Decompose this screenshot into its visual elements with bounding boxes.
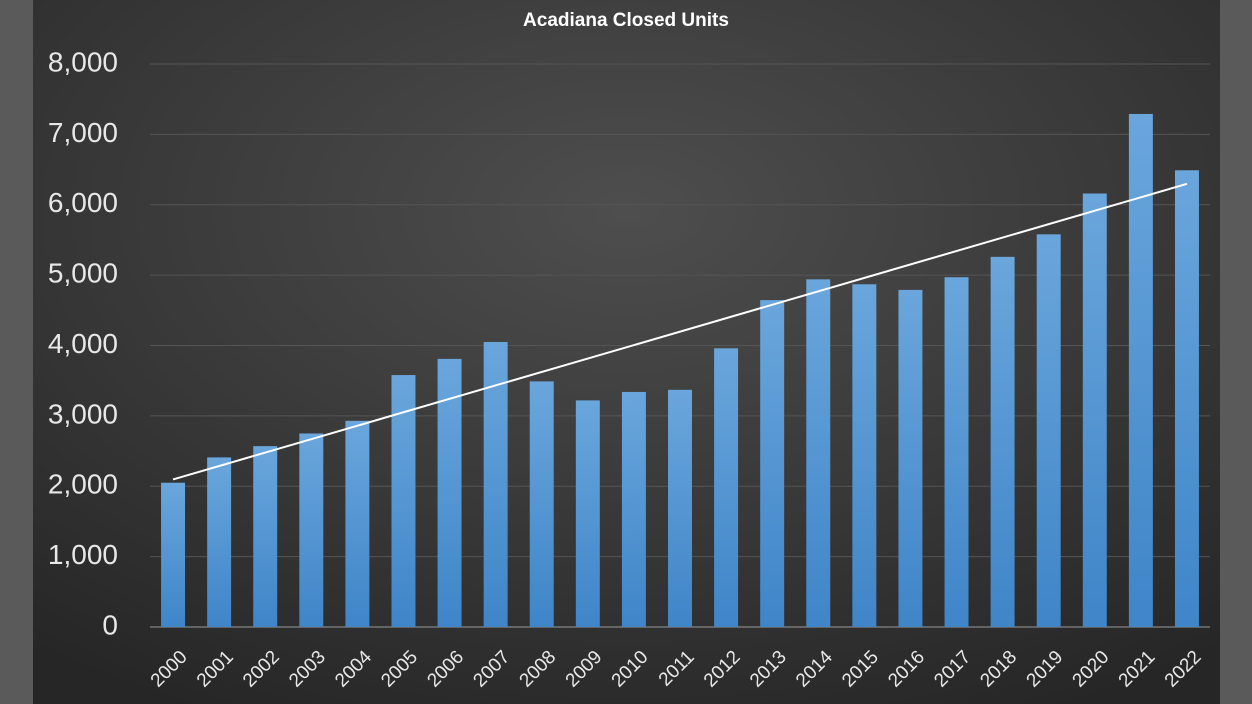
bar [161, 482, 186, 627]
bar [207, 457, 232, 627]
bar [806, 279, 831, 627]
bar [898, 289, 923, 627]
bar [1036, 234, 1061, 627]
bar [1082, 193, 1107, 628]
bar [299, 433, 324, 627]
chart-title: Acadiana Closed Units [523, 10, 729, 31]
trendline [172, 182, 1188, 481]
y-tick-label: 0 [102, 609, 118, 640]
bar [668, 389, 692, 627]
bar [483, 341, 508, 627]
bar [1174, 170, 1199, 628]
y-tick-label: 1,000 [48, 539, 118, 570]
bar [714, 348, 739, 627]
bar [621, 391, 646, 627]
y-tick-label: 8,000 [48, 46, 118, 77]
bar [575, 400, 600, 627]
bar [391, 375, 416, 627]
y-tick-label: 4,000 [48, 328, 118, 359]
bar [990, 256, 1015, 627]
bar [1128, 113, 1153, 627]
bar [760, 300, 785, 627]
bar [529, 381, 554, 627]
bar [253, 446, 278, 627]
y-tick-label: 6,000 [48, 187, 118, 218]
y-tick-label: 3,000 [48, 398, 118, 429]
y-tick-label: 7,000 [48, 117, 118, 148]
y-tick-label: 2,000 [48, 469, 118, 500]
bar [944, 277, 969, 627]
y-tick-label: 5,000 [48, 258, 118, 289]
bar [852, 284, 877, 627]
bar [345, 420, 370, 627]
bar [437, 358, 462, 627]
